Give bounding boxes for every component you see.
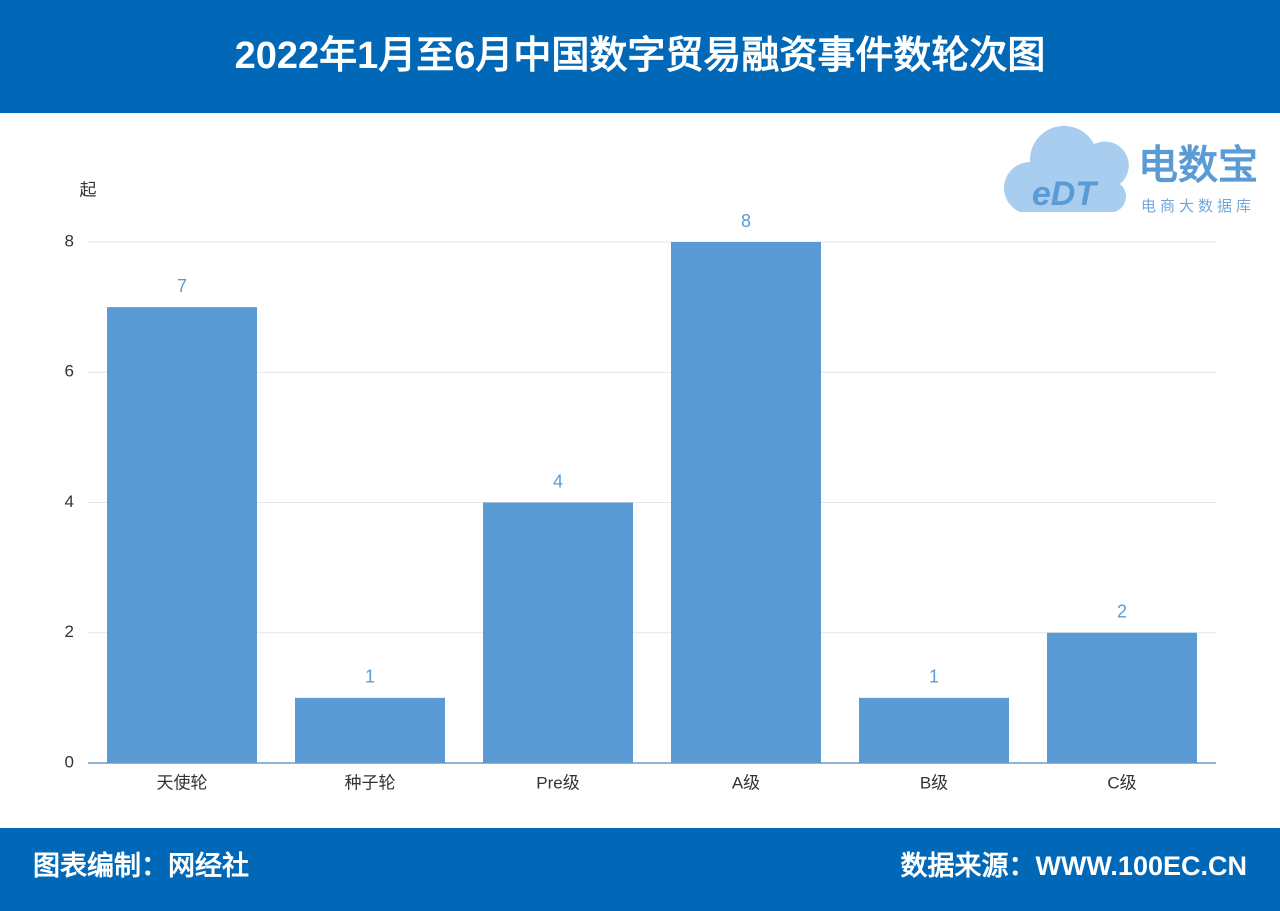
x-tick-label: A级 [732, 773, 760, 792]
y-tick-label: 4 [65, 492, 74, 511]
bar [483, 502, 633, 763]
logo-mark: eDT [1032, 175, 1099, 213]
x-tick-label: B级 [920, 773, 948, 792]
chart-title: 2022年1月至6月中国数字贸易融资事件数轮次图 [235, 35, 1046, 77]
bar [1047, 632, 1197, 763]
x-tick-label: C级 [1107, 773, 1136, 792]
data-label: 2 [1117, 602, 1127, 622]
x-tick-label: Pre级 [536, 773, 579, 792]
bar [107, 307, 257, 763]
data-label: 4 [553, 471, 563, 491]
data-label: 1 [365, 667, 375, 687]
logo: eDT 电数宝 电商大数据库 [1004, 125, 1258, 215]
x-tick-label: 天使轮 [157, 772, 208, 792]
logo-name: 电数宝 [1138, 144, 1258, 188]
y-tick-label: 6 [65, 362, 74, 381]
y-tick-label: 8 [65, 231, 74, 250]
logo-cloud [1004, 125, 1129, 212]
y-axis-unit: 起 [80, 180, 97, 199]
logo-tagline: 电商大数据库 [1141, 198, 1255, 215]
footer-left: 图表编制：网经社 [33, 850, 249, 881]
x-tick-label: 种子轮 [345, 773, 396, 792]
bar [295, 697, 445, 763]
footer-right: 数据来源：WWW.100EC.CN [900, 851, 1247, 881]
header-band [0, 0, 1280, 113]
data-label: 1 [929, 667, 939, 687]
y-tick-label: 0 [65, 752, 74, 771]
footer-band [0, 828, 1280, 911]
data-label: 7 [177, 276, 187, 296]
data-label: 8 [741, 211, 751, 231]
bar [671, 242, 821, 763]
bar [859, 697, 1009, 763]
y-tick-label: 2 [65, 622, 74, 641]
